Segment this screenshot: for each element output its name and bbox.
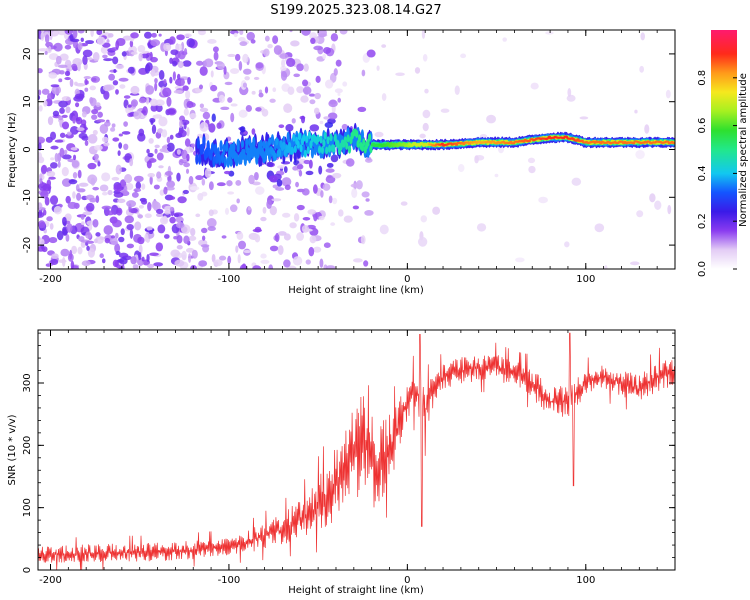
- snr-x-label: Height of straight line (km): [288, 585, 424, 596]
- x-tick-label: -100: [218, 274, 241, 285]
- spectrogram-ridge: [195, 122, 675, 170]
- y-tick-label: 20: [22, 48, 33, 61]
- x-tick-label: 100: [576, 274, 595, 285]
- spectrogram-heatmap: [38, 30, 675, 269]
- colorbar-tick-label: 0.4: [697, 165, 708, 181]
- y-tick-label: -20: [22, 237, 33, 253]
- chart-title: S199.2025.323.08.14.G27: [270, 3, 441, 18]
- snr-frame: [37, 329, 676, 571]
- y-tick-label: 0: [22, 567, 33, 573]
- spectrogram-noise: [38, 30, 672, 269]
- x-tick-label: 0: [404, 575, 410, 586]
- colorbar-ticks: 0.0 0.2 0.4 0.6 0.8: [697, 70, 737, 277]
- y-tick-label: 200: [22, 436, 33, 455]
- y-tick-label: 100: [22, 498, 33, 517]
- y-tick-label: 300: [22, 373, 33, 392]
- snr-panel: -200 -100 0 100 0 100 200 300 Height of straig…: [7, 329, 676, 596]
- y-tick-label: 0: [22, 146, 33, 152]
- colorbar: 0.0 0.2 0.4 0.6 0.8 Normalized spectral ampl…: [697, 30, 749, 277]
- y-tick-label: 10: [22, 95, 33, 108]
- colorbar-gradient: [711, 30, 737, 269]
- snr-y-axis: 0 100 200 300: [22, 332, 675, 573]
- snr-x-axis: -200 -100 0 100: [39, 330, 676, 586]
- snr-series-line: [38, 332, 675, 570]
- x-tick-label: 0: [404, 274, 410, 285]
- colorbar-tick-label: 0.8: [697, 70, 708, 86]
- colorbar-label: Normalized spectral amplitude: [738, 73, 749, 227]
- x-tick-label: -100: [218, 575, 241, 586]
- colorbar-tick-label: 0.0: [697, 261, 708, 277]
- spectrogram-x-label: Height of straight line (km): [288, 285, 424, 296]
- snr-y-label: SNR (10 * v/v): [7, 414, 18, 485]
- spectrogram-y-axis: -20 -10 0 10 20: [22, 48, 675, 253]
- x-tick-label: -200: [39, 274, 62, 285]
- colorbar-tick-label: 0.6: [697, 118, 708, 134]
- y-tick-label: -10: [22, 189, 33, 205]
- colorbar-tick-label: 0.2: [697, 213, 708, 229]
- x-tick-label: 100: [576, 575, 595, 586]
- x-tick-label: -200: [39, 575, 62, 586]
- spectrogram-y-label: Frequency (Hz): [7, 112, 18, 188]
- spectrogram-x-axis: -200 -100 0 100: [39, 30, 676, 285]
